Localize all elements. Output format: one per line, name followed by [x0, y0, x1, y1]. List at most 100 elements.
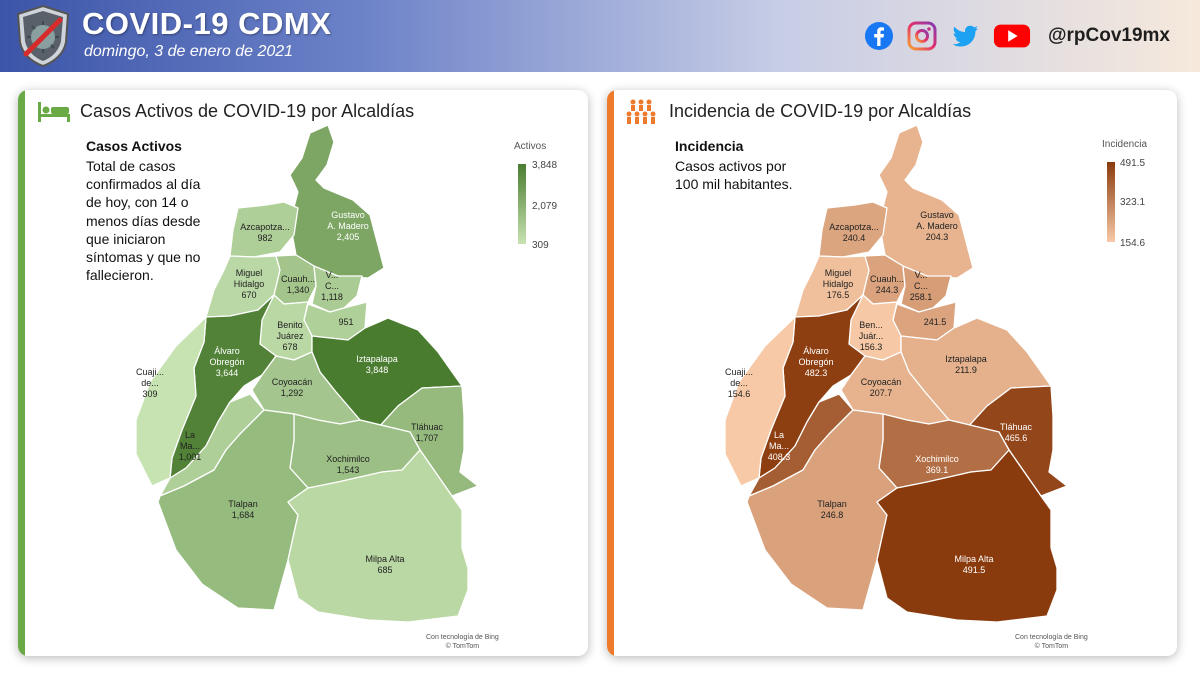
description-line: Casos activos por — [675, 158, 787, 174]
region-value-label: 156.3 — [860, 342, 883, 352]
region-name-label: Cuauh... — [870, 274, 904, 284]
region-tlp[interactable] — [157, 409, 309, 611]
region-gam[interactable] — [878, 124, 974, 279]
region-ma[interactable] — [287, 449, 469, 623]
region-value-label: 204.3 — [926, 232, 949, 242]
panel-accent-bar — [18, 90, 25, 656]
credit-line: Con tecnología de Bing — [1015, 634, 1088, 641]
region-name-label: Tlalpan — [817, 499, 847, 509]
region-value-label: 309 — [142, 389, 157, 399]
region-azc[interactable] — [818, 201, 888, 258]
legend-color-scale — [1107, 162, 1115, 242]
panel-accent-bar — [607, 90, 614, 656]
region-value-label: 670 — [241, 290, 256, 300]
social-handle[interactable]: @rpCov19mx — [1047, 25, 1170, 46]
region-value-label: 491.5 — [963, 565, 986, 575]
shield-logo-icon — [16, 4, 70, 68]
region-value-label: 176.5 — [827, 290, 850, 300]
region-value-label: 207.7 — [870, 388, 893, 398]
region-name-label: V... — [326, 270, 339, 280]
youtube-icon[interactable] — [993, 21, 1031, 51]
region-name-label: Álvaro — [214, 346, 240, 356]
legend-title: Activos — [514, 141, 547, 152]
region-name-label: Azcapotza... — [829, 222, 879, 232]
region-name-label: Obregón — [209, 357, 244, 367]
region-name-label: Miguel — [825, 268, 852, 278]
legend-color-scale — [518, 164, 526, 244]
description-heading: Incidencia — [675, 138, 744, 154]
description-line: fallecieron. — [86, 267, 154, 284]
facebook-icon[interactable] — [864, 21, 894, 51]
region-name-label: Benito — [277, 320, 303, 330]
region-name-label: Milpa Alta — [954, 554, 993, 564]
credit-line: © TomTom — [445, 643, 480, 650]
region-value-label: 1,118 — [321, 292, 343, 302]
description-line: que iniciaron — [86, 230, 166, 247]
region-value-label: 678 — [282, 342, 297, 352]
legend-max: 3,848 — [532, 160, 558, 171]
hospital-bed-icon — [38, 102, 70, 122]
region-name-label: C... — [325, 281, 339, 291]
region-name-label: Hidalgo — [234, 279, 265, 289]
credit-line: © TomTom — [1034, 643, 1069, 650]
region-name-label: Ma... — [180, 441, 200, 451]
description-line: 100 mil habitantes. — [675, 176, 793, 193]
region-name-label: Tlalpan — [228, 499, 258, 509]
description-text: Total de casos confirmados al día de hoy… — [86, 157, 200, 284]
region-value-label: 369.1 — [926, 465, 949, 475]
description-heading: Casos Activos — [86, 138, 182, 154]
region-name-label: Iztapalapa — [945, 354, 987, 364]
instagram-icon[interactable] — [907, 21, 937, 51]
region-name-label: Juár... — [859, 331, 884, 341]
region-name-label: Xochimilco — [915, 454, 959, 464]
legend-mid: 323.1 — [1120, 197, 1146, 208]
region-value-label: 3,644 — [216, 368, 239, 378]
panel-title: Casos Activos de COVID-19 por Alcaldías — [80, 101, 415, 121]
region-tlp[interactable] — [746, 409, 898, 611]
population-icon — [626, 99, 656, 124]
region-ma[interactable] — [876, 449, 1058, 623]
region-value-label: 1,707 — [416, 433, 439, 443]
active-cases-panel: Casos Activos de COVID-19 por Alcaldías … — [18, 90, 588, 656]
region-value-label: 154.6 — [728, 389, 751, 399]
region-name-label: de... — [730, 378, 748, 388]
region-name-label: de... — [141, 378, 159, 388]
description-line: síntomas y que no — [86, 249, 201, 266]
region-value-label: 1,543 — [337, 465, 360, 475]
region-value-label: 685 — [377, 565, 392, 575]
description-line: de hoy, con 14 o — [86, 194, 189, 211]
region-name-label: Hidalgo — [823, 279, 854, 289]
region-name-label: Gustavo — [331, 210, 365, 220]
region-value-label: 211.9 — [955, 365, 977, 375]
region-name-label: Tláhuac — [1000, 422, 1033, 432]
region-name-label: C... — [914, 281, 928, 291]
app-title: COVID-19 CDMX — [82, 6, 332, 41]
twitter-icon[interactable] — [950, 21, 980, 51]
region-value-label: 1,340 — [287, 285, 310, 295]
region-name-label: Azcapotza... — [240, 222, 290, 232]
region-name-label: Obregón — [798, 357, 833, 367]
region-name-label: Juárez — [276, 331, 304, 341]
region-name-label: La — [185, 430, 195, 440]
map-credit: Con tecnología de Bing © TomTom — [1015, 633, 1088, 651]
incidence-panel: Incidencia de COVID-19 por Alcaldías Inc… — [607, 90, 1177, 656]
region-name-label: Tláhuac — [411, 422, 444, 432]
region-gam[interactable] — [289, 124, 385, 279]
description-line: Total de casos — [86, 158, 176, 174]
region-name-label: V... — [915, 270, 928, 280]
legend-min: 154.6 — [1120, 238, 1146, 249]
region-name-label: Coyoacán — [272, 377, 313, 387]
legend-min: 309 — [532, 240, 549, 251]
region-value-label: 246.8 — [821, 510, 844, 520]
region-name-label: Coyoacán — [861, 377, 902, 387]
region-name-label: Xochimilco — [326, 454, 370, 464]
map-credit: Con tecnología de Bing © TomTom — [426, 633, 499, 651]
region-azc[interactable] — [229, 201, 299, 258]
description-line: confirmados al día — [86, 176, 201, 193]
region-value-label: 2,405 — [337, 232, 360, 242]
panel-title: Incidencia de COVID-19 por Alcaldías — [669, 101, 972, 121]
region-name-label: A. Madero — [916, 221, 958, 231]
region-value-label: 241.5 — [924, 317, 947, 327]
region-name-label: Cuaji... — [725, 367, 753, 377]
